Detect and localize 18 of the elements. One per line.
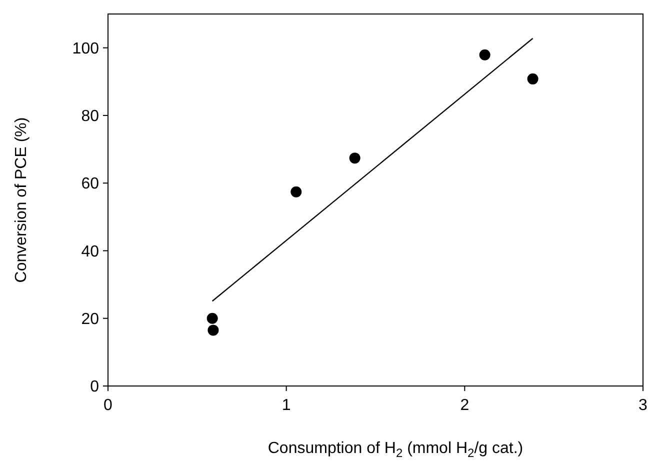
y-tick-label: 40 [81,243,100,260]
point [206,312,218,324]
y-tick-label: 100 [72,40,100,58]
x-tick-label: 1 [282,397,291,414]
x-tick-label: 3 [638,397,648,414]
y-tick-label: 80 [81,108,100,126]
point [290,186,302,198]
y-tick-label: 60 [81,176,100,193]
x-tick-label: 2 [460,397,470,414]
x-tick-label: 0 [104,397,113,414]
point [349,152,360,164]
point [527,73,538,84]
x-axis-title: Consumption of H$_{2}$ (mmol H$_{2}$/g cat.) [268,440,524,460]
y-tick-label: 0 [90,378,100,396]
y-axis-title: Conversion of PCE (%) [13,117,30,283]
point [208,324,219,336]
point [479,49,490,60]
y-tick-label: 20 [81,310,100,328]
